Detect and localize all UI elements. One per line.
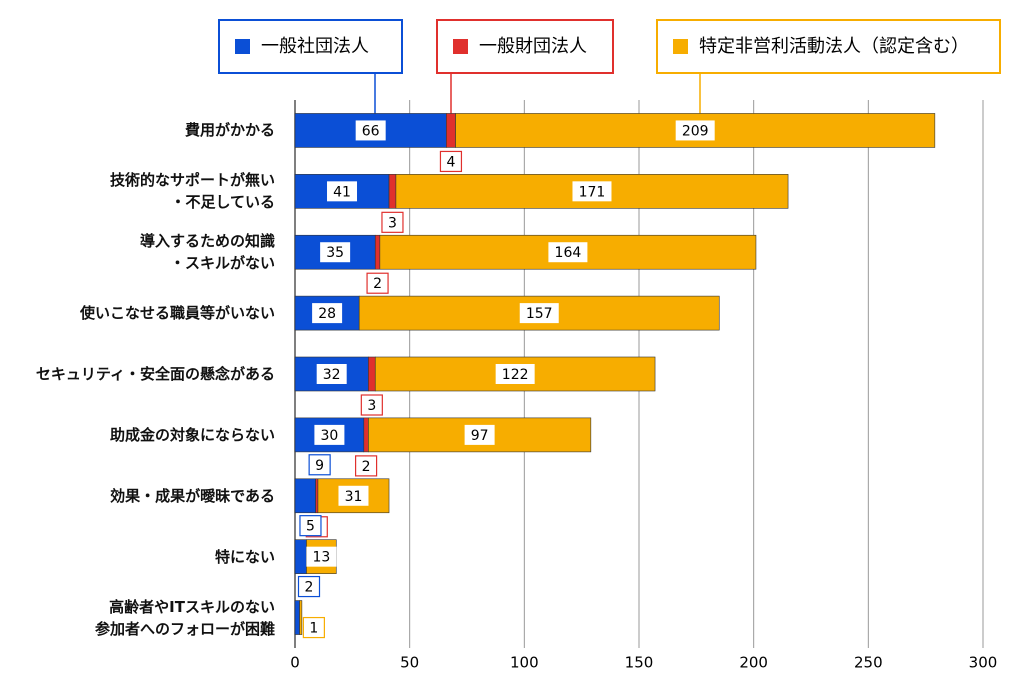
data-label: 32 <box>323 367 341 383</box>
bar-segment <box>294 600 300 635</box>
data-label: 3 <box>388 215 397 231</box>
data-label: 171 <box>579 184 606 200</box>
legend-swatch <box>673 39 688 54</box>
x-tick-label: 100 <box>510 654 539 672</box>
y-tick-label: 技術的なサポートが無い ・不足している <box>109 171 275 212</box>
data-label-box <box>338 485 369 506</box>
data-label: 35 <box>326 245 344 261</box>
data-label: 1 <box>309 621 318 637</box>
y-tick-label: 使いこなせる職員等がいない <box>79 304 275 323</box>
data-label-box <box>439 150 463 173</box>
data-label: 122 <box>502 367 529 383</box>
data-label-box <box>381 211 404 233</box>
data-label: 9 <box>315 458 324 474</box>
x-tick-label: 300 <box>969 654 998 672</box>
data-label-box <box>366 272 389 294</box>
bar-segment <box>368 356 376 392</box>
data-label-box <box>572 181 612 202</box>
legend-label: 特定非営利活動法人（認定含む） <box>699 36 969 57</box>
data-label-box <box>354 455 378 477</box>
data-label: 164 <box>555 245 582 261</box>
y-tick-label: 費用がかかる <box>184 121 275 140</box>
legend-swatch <box>453 39 468 54</box>
x-tick-label: 200 <box>739 654 768 672</box>
data-label-box <box>320 242 351 263</box>
data-label: 66 <box>362 123 380 139</box>
data-label-box <box>360 394 383 416</box>
data-label: 31 <box>345 489 363 505</box>
bar-segment <box>446 113 456 148</box>
y-tick-label: 特にない <box>214 547 275 566</box>
legend-box <box>656 19 1001 74</box>
data-label-box <box>495 364 535 384</box>
data-label: 41 <box>333 184 351 200</box>
data-label-box <box>299 515 322 537</box>
data-label-box <box>306 546 337 567</box>
x-tick-label: 50 <box>400 654 419 672</box>
data-label-box <box>519 303 559 324</box>
data-label: 2 <box>373 276 382 292</box>
data-label-box <box>297 575 321 598</box>
y-tick-label: セキュリティ・安全面の懸念がある <box>35 365 275 383</box>
bar-segment <box>363 417 369 453</box>
data-label-box <box>316 364 347 384</box>
data-label: 13 <box>312 550 330 566</box>
data-label: 2 <box>362 459 371 475</box>
data-label: 2 <box>305 580 314 596</box>
data-label: 28 <box>318 306 336 322</box>
y-tick-label: 助成金の対象にならない <box>109 425 275 444</box>
bar-segment <box>388 174 397 209</box>
legend-label: 一般財団法人 <box>479 36 587 57</box>
data-label-box <box>327 181 358 202</box>
legend-label: 一般社団法人 <box>261 36 369 57</box>
bar-segment <box>294 539 307 574</box>
bar-segment <box>294 478 316 514</box>
y-tick-label: 高齢者やITスキルのない 参加者へのフォローが困難 <box>94 597 275 638</box>
y-tick-label: 効果・成果が曖昧である <box>110 486 275 505</box>
data-label: 5 <box>306 519 315 535</box>
x-tick-label: 0 <box>290 654 300 672</box>
data-label-box <box>548 242 588 263</box>
data-label: 157 <box>526 306 553 322</box>
data-label: 3 <box>367 398 376 414</box>
data-label-box <box>302 616 325 639</box>
data-label: 4 <box>446 154 455 170</box>
x-tick-label: 250 <box>854 654 883 672</box>
bar-segment <box>299 600 303 635</box>
bar-segment <box>374 234 381 270</box>
data-label-box <box>314 424 345 445</box>
data-label: 97 <box>471 428 489 444</box>
x-tick-label: 150 <box>625 654 654 672</box>
data-label: 30 <box>320 428 338 444</box>
legend-swatch <box>235 39 250 54</box>
bar-segment <box>315 478 319 514</box>
data-label-box <box>464 424 495 445</box>
data-label-box <box>355 120 386 141</box>
y-tick-label: 導入するための知識 ・スキルがない <box>139 232 275 273</box>
data-label-box <box>312 303 343 324</box>
data-label: 209 <box>682 123 709 139</box>
data-label-box <box>308 454 331 476</box>
data-label-box <box>675 120 715 141</box>
